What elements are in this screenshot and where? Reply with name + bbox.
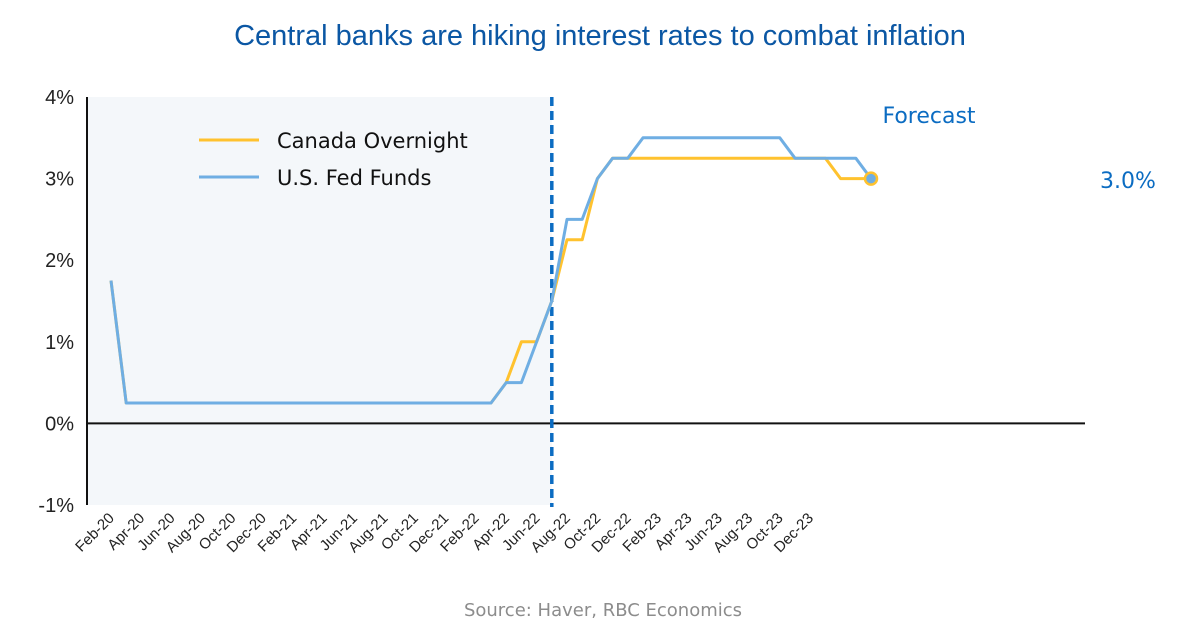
chart-title: Central banks are hiking interest rates …	[234, 20, 966, 52]
series-line-us	[109, 136, 873, 405]
y-tick-label: 1%	[45, 332, 74, 354]
y-tick-label: 0%	[45, 413, 74, 435]
historical-shade	[87, 97, 552, 505]
source-note: Source: Haver, RBC Economics	[463, 600, 743, 621]
y-tick-label: -1%	[38, 495, 74, 517]
y-tick-label: 4%	[45, 87, 74, 109]
series-group	[109, 136, 879, 405]
end-point-marker	[863, 171, 879, 186]
y-tick-label: 2%	[45, 250, 74, 272]
forecast-label: Forecast	[882, 104, 975, 129]
y-axis: 4% 3% 2% 1% 0% -1%	[38, 87, 88, 517]
end-value-label: 3.0%	[1100, 169, 1156, 194]
y-tick-label: 3%	[45, 169, 74, 191]
legend-label-canada: Canada Overnight	[277, 129, 468, 153]
legend-label-us: U.S. Fed Funds	[277, 166, 431, 190]
x-axis: Feb-20Apr-20Jun-20Aug-20Oct-20Dec-20Feb-…	[72, 510, 817, 556]
legend: Canada Overnight U.S. Fed Funds	[199, 129, 468, 190]
